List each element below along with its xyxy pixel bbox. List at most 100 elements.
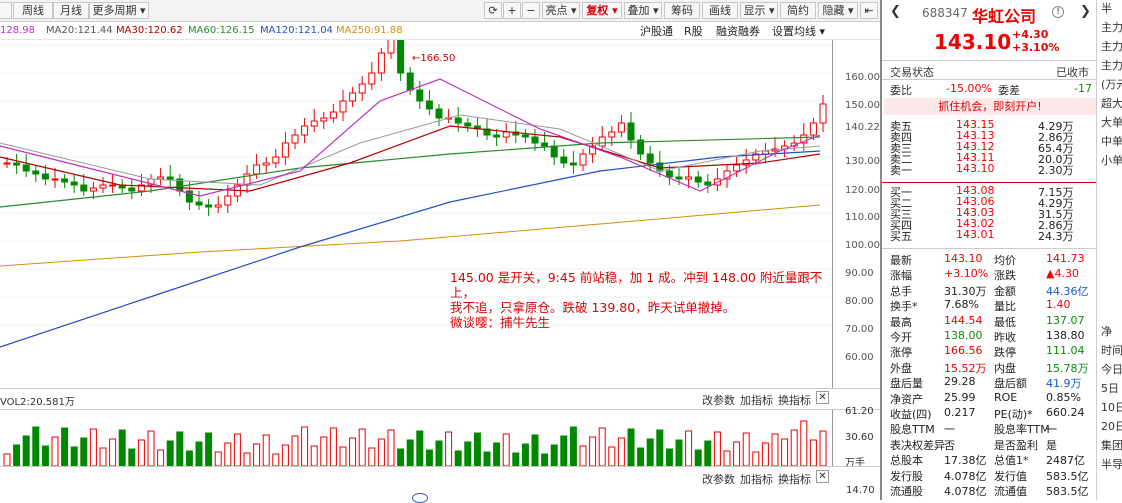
kline-chart[interactable]	[0, 40, 832, 388]
volume-bar	[329, 427, 337, 466]
high-marker-value: 166.50	[420, 53, 456, 64]
vol-add-indicator[interactable]: 加指标	[740, 394, 773, 407]
volume-bar	[416, 430, 424, 466]
volume-bar	[80, 437, 88, 466]
edge-item	[1097, 228, 1122, 247]
candle-body	[416, 89, 424, 102]
candle-body	[195, 201, 203, 206]
wb-label: 委比	[890, 84, 912, 97]
lower-switch-indicator[interactable]: 换指标	[778, 473, 811, 486]
status-value: 已收市	[1056, 66, 1089, 79]
link-rgu[interactable]: R股	[684, 25, 703, 38]
candle-body	[675, 176, 683, 180]
stat-label: 金额	[994, 284, 1016, 298]
ma-line	[0, 78, 821, 197]
info-icon[interactable]: !	[1052, 6, 1064, 18]
tab-fenshi[interactable]	[0, 2, 12, 19]
edge-item: 主力	[1101, 21, 1122, 34]
stat-value: 143.10	[944, 252, 983, 265]
volume-bar	[752, 451, 760, 466]
prev-stock-icon[interactable]: ❮	[890, 4, 901, 19]
volume-bar	[118, 429, 126, 466]
volume-bar	[761, 442, 769, 466]
stat-value: 一	[1046, 423, 1057, 437]
overlay-dropdown[interactable]: 叠加 ▾	[624, 2, 662, 19]
zoom-in-button[interactable]: +	[503, 2, 521, 19]
volume-bar	[637, 447, 645, 466]
edge-item	[1097, 285, 1122, 304]
stat-label: 是否盈利	[994, 438, 1038, 452]
link-hsgt[interactable]: 沪股通	[640, 25, 673, 38]
volume-bar	[771, 433, 779, 466]
stat-label: 表决权差异	[890, 438, 945, 452]
candle-body	[358, 83, 366, 94]
ask-price: 143.11	[956, 151, 995, 164]
candle-body	[224, 195, 232, 206]
link-margin[interactable]: 融资融券	[716, 25, 760, 38]
vol-switch-indicator[interactable]: 换指标	[778, 394, 811, 407]
candle-body	[3, 162, 11, 165]
ma5-value: 128.98	[0, 25, 35, 36]
candle-body	[329, 111, 337, 119]
stat-label: 总手	[890, 284, 912, 298]
draw-line-button[interactable]: 画线	[702, 2, 738, 19]
edge-item: 时间	[1101, 344, 1122, 357]
ma-settings-dropdown[interactable]: 设置均线 ▾	[772, 25, 826, 38]
edge-item	[1097, 266, 1122, 285]
price-tick: 110.00	[845, 212, 880, 223]
lower-add-indicator[interactable]: 加指标	[740, 473, 773, 486]
annotation-line-3: 微谈嘤：捕牛先生	[450, 315, 551, 330]
close-icon[interactable]: ✕	[816, 470, 829, 483]
stat-label: ROE	[994, 390, 1018, 404]
price-tick: 80.00	[845, 296, 874, 307]
ma60-value: MA60:126.15	[188, 25, 255, 36]
display-dropdown[interactable]: 显示 ▾	[740, 2, 778, 19]
zoom-out-button[interactable]: −	[522, 2, 540, 19]
collapse-icon[interactable]: ⇤	[860, 2, 878, 19]
tab-weekly[interactable]: 周线	[13, 2, 53, 19]
ma-line	[0, 136, 821, 208]
candle-body	[742, 159, 750, 166]
candle-body	[262, 162, 270, 166]
simple-button[interactable]: 简约	[780, 2, 816, 19]
tab-monthly[interactable]: 月线	[53, 2, 89, 19]
stat-value: 否	[944, 438, 955, 452]
refresh-icon-button[interactable]: ⟳	[484, 2, 502, 19]
stat-label: 股息率TTM	[994, 423, 1050, 437]
adjust-dropdown[interactable]: 复权 ▾	[582, 2, 622, 19]
ma-line	[0, 204, 821, 267]
edge-item: (万元	[1101, 78, 1122, 91]
ma-line	[0, 150, 821, 348]
volume-bar	[406, 439, 414, 466]
close-icon[interactable]: ✕	[816, 391, 829, 404]
chips-button[interactable]: 筹码	[664, 2, 700, 19]
volume-bar	[646, 438, 654, 466]
stat-value: 一	[944, 423, 955, 437]
candle-body	[368, 72, 376, 85]
stat-label: 股息TTM	[890, 423, 935, 437]
more-period-dropdown[interactable]: 更多周期 ▾	[89, 2, 149, 19]
candle-body	[752, 153, 760, 161]
candle-body	[13, 162, 21, 166]
stat-label: PE(动)*	[994, 408, 1033, 421]
stat-value: 4.078亿	[944, 469, 987, 483]
stat-value: 583.5亿	[1046, 485, 1089, 498]
highlight-dropdown[interactable]: 亮点 ▾	[542, 2, 580, 19]
volume-bar	[665, 448, 673, 466]
candle-body	[51, 178, 59, 181]
lower-edit-params[interactable]: 改参数	[702, 473, 735, 486]
open-account-banner[interactable]: 抓住机会，即刻开户!	[884, 98, 1096, 115]
volume-bar	[781, 438, 789, 466]
bid-label: 买三	[890, 208, 912, 221]
vol-edit-params[interactable]: 改参数	[702, 394, 735, 407]
ma-line	[0, 114, 821, 186]
stat-value: 41.9万	[1046, 377, 1082, 391]
candle-body	[425, 100, 433, 110]
next-stock-icon[interactable]: ❯	[1080, 4, 1091, 19]
volume-chart[interactable]	[0, 410, 832, 466]
candle-body	[819, 103, 827, 124]
hide-dropdown[interactable]: 隐藏 ▾	[818, 2, 858, 19]
candle-body	[685, 176, 693, 180]
edge-item	[1097, 209, 1122, 228]
edge-item: 净	[1101, 325, 1112, 338]
